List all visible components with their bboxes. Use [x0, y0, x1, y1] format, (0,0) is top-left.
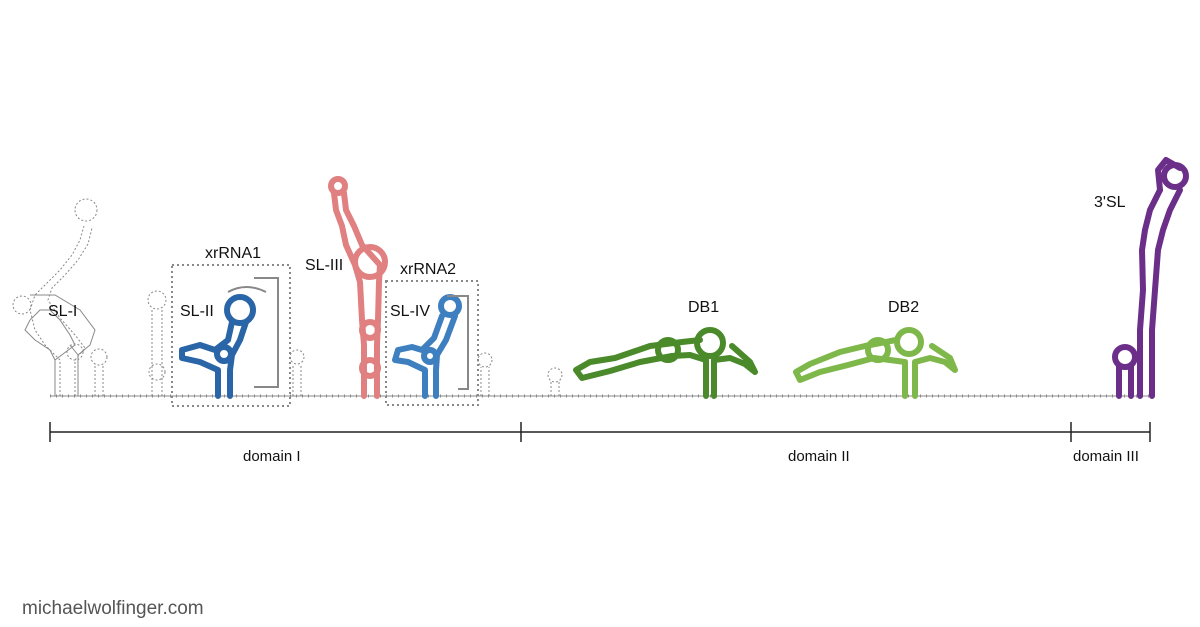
pseudoknot-1 [227, 277, 279, 388]
label-3sl: 3'SL [1094, 194, 1126, 211]
xrrna2-box [385, 280, 479, 406]
label-sl2: SL-II [180, 303, 214, 320]
label-sl1: SL-I [48, 303, 77, 320]
domain-scale-bar [49, 422, 1151, 442]
label-sl4: SL-IV [390, 303, 430, 320]
db1-dumbbell [573, 327, 758, 399]
label-xrrna2: xrRNA2 [400, 261, 456, 278]
sl4-hairpin [392, 294, 462, 399]
domain-1-label: domain I [243, 448, 301, 465]
label-db1: DB1 [688, 299, 719, 316]
domain-3-label: domain III [1073, 448, 1139, 465]
sl3-hairpin [328, 176, 388, 399]
credit-text: michaelwolfinger.com [22, 598, 204, 619]
pseudoknot-2 [447, 295, 469, 390]
label-xrrna1: xrRNA1 [205, 245, 261, 262]
label-sl3: SL-III [305, 257, 343, 274]
db2-dumbbell [793, 327, 958, 399]
sl1-hairpin [12, 198, 563, 396]
label-db2: DB2 [888, 299, 919, 316]
3sl-hairpin [1112, 157, 1189, 399]
sl2-hairpin [179, 294, 256, 399]
domain-2-label: domain II [788, 448, 850, 465]
